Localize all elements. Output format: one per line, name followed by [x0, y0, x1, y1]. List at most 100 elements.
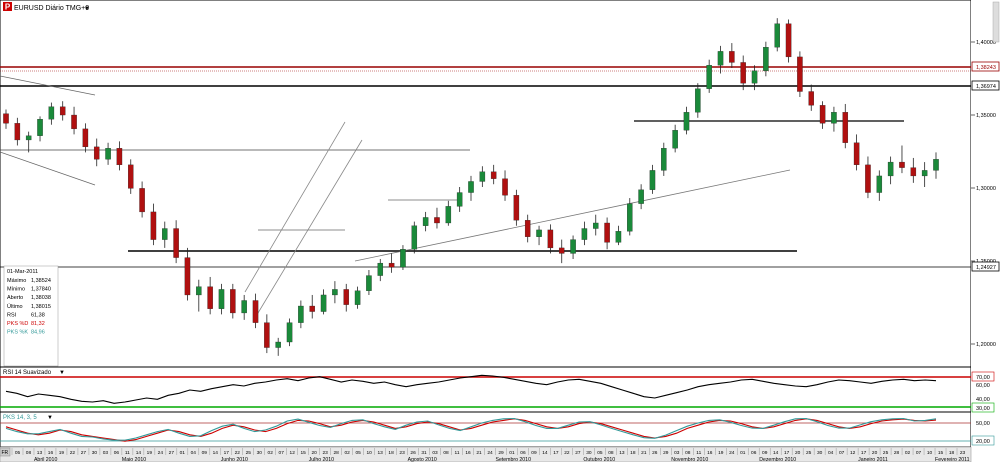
candle[interactable]: [82, 123, 89, 153]
candle[interactable]: [252, 293, 259, 329]
candle[interactable]: [320, 289, 327, 315]
candle[interactable]: [298, 300, 304, 329]
candle[interactable]: [332, 281, 338, 304]
candle[interactable]: [196, 279, 202, 312]
candle[interactable]: [740, 55, 746, 91]
candle[interactable]: [456, 187, 463, 212]
candle[interactable]: [468, 175, 474, 201]
candle[interactable]: [615, 225, 622, 246]
candle[interactable]: [286, 318, 293, 347]
candle[interactable]: [683, 106, 690, 135]
candle[interactable]: [627, 198, 633, 236]
candle[interactable]: [785, 19, 792, 63]
candle[interactable]: [275, 337, 281, 356]
candle[interactable]: [207, 276, 213, 315]
candle[interactable]: [547, 224, 554, 254]
candle[interactable]: [139, 181, 145, 218]
candle[interactable]: [105, 142, 111, 165]
candle[interactable]: [865, 156, 871, 199]
symbol-badge[interactable]: [3, 2, 12, 11]
candle[interactable]: [490, 164, 497, 185]
candle[interactable]: [887, 156, 894, 185]
candle[interactable]: [649, 164, 656, 194]
candle[interactable]: [933, 152, 939, 179]
candle[interactable]: [638, 184, 644, 210]
candle[interactable]: [37, 116, 43, 142]
rsi-panel[interactable]: [0, 366, 972, 413]
channel-line-lower[interactable]: [254, 139, 363, 319]
candle[interactable]: [604, 217, 610, 250]
candle[interactable]: [411, 221, 418, 254]
candle[interactable]: [876, 170, 883, 201]
candle[interactable]: [400, 245, 406, 271]
candle[interactable]: [93, 138, 100, 167]
price-panel[interactable]: [0, 0, 972, 368]
candle[interactable]: [672, 124, 678, 153]
candle[interactable]: [513, 189, 520, 226]
candle[interactable]: [241, 294, 247, 320]
pks-d-series-line[interactable]: [5, 418, 937, 442]
candle[interactable]: [502, 170, 508, 201]
candle[interactable]: [661, 142, 667, 176]
candle[interactable]: [354, 286, 361, 309]
candle[interactable]: [921, 162, 928, 187]
pks-k-series-line[interactable]: [5, 417, 937, 441]
candle[interactable]: [593, 214, 599, 236]
title-menu-arrow[interactable]: ▼: [84, 6, 90, 12]
candle[interactable]: [173, 220, 179, 264]
candle[interactable]: [388, 253, 395, 273]
candle[interactable]: [524, 214, 531, 243]
candle[interactable]: [71, 106, 77, 135]
candle[interactable]: [797, 51, 803, 98]
candle[interactable]: [729, 43, 735, 68]
candle[interactable]: [819, 101, 826, 129]
candle[interactable]: [422, 211, 429, 232]
candle[interactable]: [309, 294, 315, 319]
channel-line-upper[interactable]: [244, 121, 346, 293]
pks-menu-arrow[interactable]: ▼: [47, 415, 53, 421]
candle[interactable]: [445, 200, 452, 226]
axis-corner-box[interactable]: [0, 447, 11, 457]
candle[interactable]: [717, 45, 724, 74]
candle[interactable]: [853, 134, 860, 171]
candle[interactable]: [695, 83, 701, 118]
candle[interactable]: [3, 109, 9, 129]
candle[interactable]: [536, 225, 542, 246]
candle[interactable]: [116, 141, 123, 171]
rsi-series-line[interactable]: [5, 374, 937, 404]
candle[interactable]: [831, 106, 837, 132]
candle[interactable]: [899, 145, 905, 174]
candle[interactable]: [434, 207, 440, 229]
candle[interactable]: [581, 221, 588, 246]
candle[interactable]: [910, 157, 917, 183]
candle[interactable]: [14, 117, 21, 146]
candle[interactable]: [128, 159, 134, 194]
candle[interactable]: [763, 41, 769, 77]
candle[interactable]: [751, 65, 758, 91]
candle[interactable]: [59, 101, 66, 121]
candle[interactable]: [162, 221, 168, 248]
candle[interactable]: [808, 84, 814, 111]
trendline-down[interactable]: [0, 151, 96, 186]
candle[interactable]: [218, 283, 225, 315]
candle[interactable]: [377, 258, 384, 282]
trendline-top-left[interactable]: [0, 75, 96, 96]
candle[interactable]: [264, 314, 270, 354]
candle[interactable]: [558, 239, 565, 264]
candle[interactable]: [706, 59, 712, 93]
candle[interactable]: [366, 270, 372, 295]
rsi-menu-arrow[interactable]: ▼: [59, 370, 65, 376]
candle[interactable]: [842, 103, 849, 149]
candles-layer[interactable]: [3, 18, 939, 356]
drawing-layer[interactable]: [0, 66, 971, 319]
pks-panel[interactable]: [0, 411, 972, 448]
candle[interactable]: [230, 283, 236, 319]
trendline-rising[interactable]: [354, 169, 791, 262]
candle[interactable]: [343, 283, 349, 312]
candle[interactable]: [150, 203, 157, 246]
candle[interactable]: [479, 166, 486, 187]
candle[interactable]: [774, 18, 780, 52]
candle[interactable]: [570, 235, 576, 259]
candle[interactable]: [48, 102, 55, 125]
